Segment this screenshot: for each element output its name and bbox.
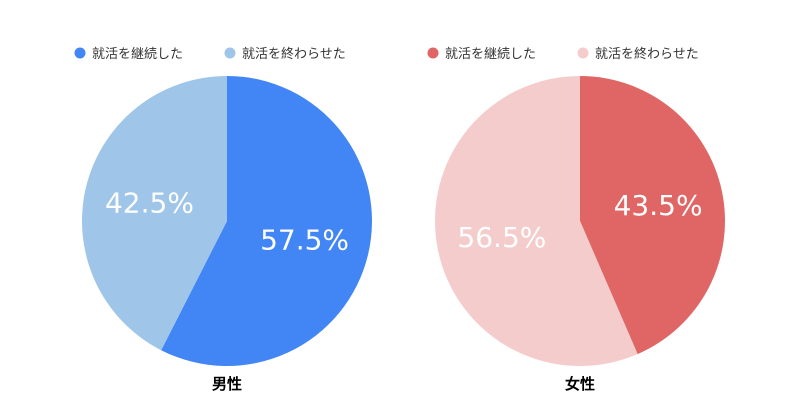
legend-swatch (577, 47, 589, 59)
chart-title: 女性 (565, 375, 595, 393)
slice-label: 42.5% (105, 186, 194, 219)
pie-slice (580, 76, 725, 355)
legend-swatch (427, 47, 439, 59)
legend-label: 就活を終わらせた (242, 46, 346, 62)
legend-label: 就活を継続した (445, 47, 536, 62)
slice-label: 56.5% (457, 221, 546, 254)
legend-label: 就活を終わらせた (595, 46, 699, 62)
slice-label: 57.5% (260, 224, 349, 257)
legend-label: 就活を継続した (92, 47, 183, 62)
legend-swatch (224, 47, 236, 59)
slice-label: 43.5% (614, 189, 703, 222)
pie-chart-2: 就活を継続した 就活を終わらせた 43.5% 56.5% 女性 (427, 46, 725, 393)
pie-chart-1: 就活を継続した 就活を終わらせた 57.5% 42.5% 男性 (74, 46, 372, 393)
pie-slice (82, 76, 227, 351)
pie-slice (161, 76, 372, 366)
pie-slice (435, 76, 638, 366)
legend-swatch (74, 47, 86, 59)
chart-title: 男性 (212, 375, 242, 393)
